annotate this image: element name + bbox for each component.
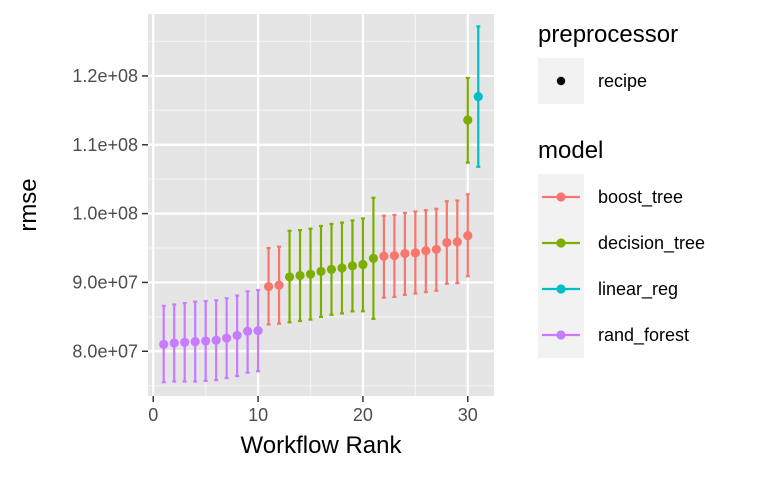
data-point bbox=[463, 115, 473, 125]
data-point bbox=[295, 270, 305, 281]
legend-title: model bbox=[538, 137, 603, 164]
data-point bbox=[180, 337, 190, 347]
data-point bbox=[159, 339, 169, 349]
data-point bbox=[358, 259, 368, 270]
data-marks bbox=[159, 25, 483, 384]
legend-point bbox=[556, 330, 566, 340]
x-tick-label: 20 bbox=[353, 405, 373, 425]
data-point bbox=[431, 244, 441, 254]
data-point bbox=[222, 333, 232, 343]
legend-label: recipe bbox=[598, 71, 647, 91]
data-point bbox=[442, 237, 452, 248]
legend-point bbox=[556, 238, 566, 248]
legend-title: preprocessor bbox=[538, 21, 678, 48]
data-point bbox=[400, 248, 410, 259]
y-tick-label: 8.0e+07 bbox=[72, 341, 138, 361]
data-point bbox=[337, 263, 347, 273]
x-tick-label: 0 bbox=[148, 405, 158, 425]
x-tick-label: 30 bbox=[458, 405, 478, 425]
legend-label: linear_reg bbox=[598, 279, 678, 300]
legend-point bbox=[556, 76, 566, 86]
data-point bbox=[347, 261, 358, 271]
data-point bbox=[243, 326, 253, 336]
legend-label: rand_forest bbox=[598, 325, 689, 346]
plot-panel bbox=[148, 14, 494, 396]
data-point bbox=[201, 336, 211, 346]
y-tick-label: 1.0e+08 bbox=[72, 204, 138, 224]
data-point bbox=[263, 281, 274, 292]
data-point bbox=[190, 337, 200, 347]
data-point bbox=[389, 250, 399, 261]
data-point bbox=[305, 269, 316, 279]
data-point bbox=[253, 326, 263, 336]
data-point bbox=[169, 338, 179, 348]
x-tick-label: 10 bbox=[248, 405, 268, 425]
data-point bbox=[284, 272, 295, 282]
y-tick-label: 1.1e+08 bbox=[72, 135, 138, 155]
data-point bbox=[232, 330, 242, 341]
legend-point bbox=[556, 284, 566, 294]
data-point bbox=[473, 91, 483, 102]
x-axis-label: Workflow Rank bbox=[241, 432, 403, 459]
data-point bbox=[410, 248, 420, 258]
legend-label: boost_tree bbox=[598, 187, 683, 208]
y-tick-label: 9.0e+07 bbox=[72, 272, 138, 292]
axes: 0 10 20 30 8.0e+07 9.0e+07 1.0e+08 1.1e+08 1.2e+… bbox=[72, 66, 477, 425]
data-point bbox=[274, 280, 284, 290]
data-point bbox=[463, 231, 473, 241]
data-point bbox=[368, 253, 379, 263]
legend-point bbox=[556, 192, 566, 202]
y-axis-label: rmse bbox=[15, 178, 42, 231]
data-point bbox=[421, 246, 431, 256]
data-point bbox=[326, 264, 337, 274]
legends: preprocessor recipe model boost_treedecisio… bbox=[538, 21, 705, 358]
y-tick-label: 1.2e+08 bbox=[72, 66, 138, 86]
data-point bbox=[316, 266, 326, 277]
data-point bbox=[452, 237, 462, 247]
data-point bbox=[211, 335, 221, 345]
legend-label: decision_tree bbox=[598, 233, 705, 254]
data-point bbox=[379, 251, 389, 261]
